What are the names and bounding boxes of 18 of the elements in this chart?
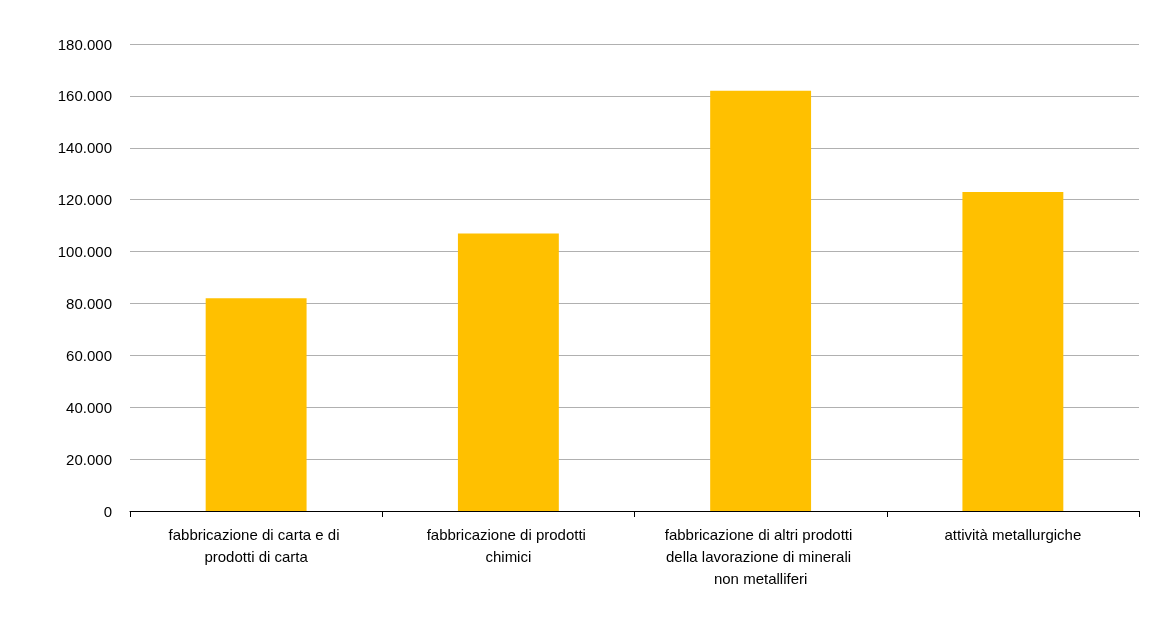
y-tick-label: 20.000 [66, 450, 112, 468]
bar [962, 191, 1064, 511]
bar [710, 90, 812, 511]
y-tick-label: 0 [103, 502, 112, 520]
x-tick-label: fabbricazione di altri prodotti della lavorazione di minerali non metalliferi [664, 525, 857, 587]
x-tick-label: fabbricazione di carta e di prodotti di carta [168, 525, 344, 565]
bar [457, 233, 559, 511]
y-tick-label: 100.000 [57, 243, 112, 261]
y-tick-label: 40.000 [66, 398, 112, 416]
x-tick-label: attività metallurgiche [944, 525, 1082, 543]
y-tick-label: 60.000 [66, 346, 112, 364]
y-tick-label: 120.000 [57, 191, 112, 209]
bar [205, 298, 307, 511]
y-tick-label: 180.000 [57, 35, 112, 53]
y-tick-label: 80.000 [66, 294, 112, 312]
y-tick-label: 140.000 [57, 139, 112, 157]
x-tick-label: fabbricazione di prodotti chimici [426, 525, 591, 565]
y-tick-label: 160.000 [57, 87, 112, 105]
